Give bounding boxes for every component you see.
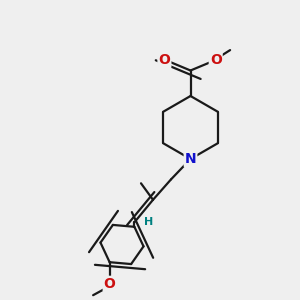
Text: N: N <box>185 152 196 166</box>
Text: O: O <box>210 53 222 67</box>
Text: O: O <box>104 277 116 291</box>
Text: H: H <box>144 217 153 227</box>
Text: O: O <box>158 53 170 67</box>
